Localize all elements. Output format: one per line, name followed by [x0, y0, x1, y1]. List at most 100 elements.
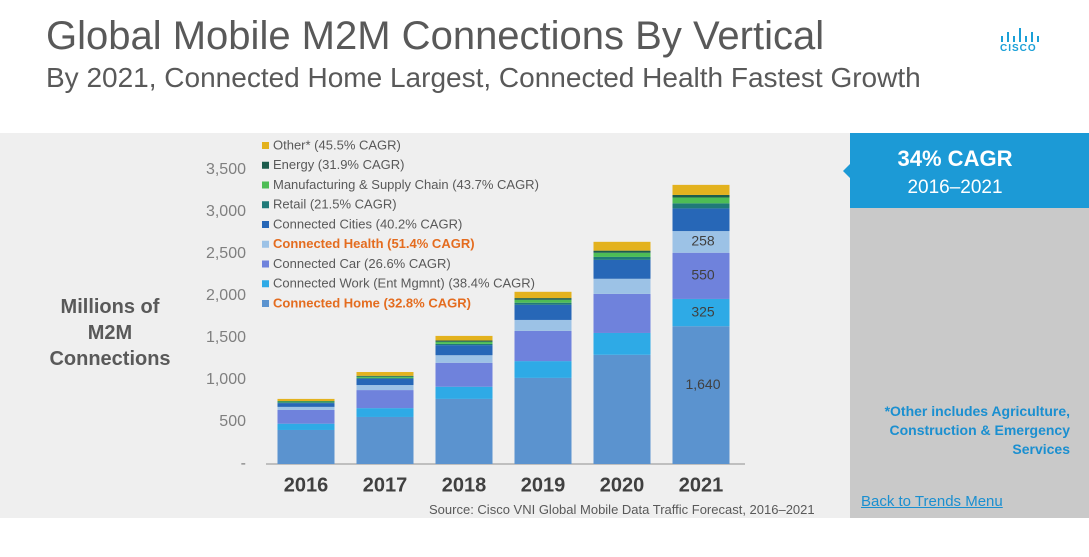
bar-segment: [356, 377, 414, 379]
y-axis-title: Millions of M2M Connections: [49, 296, 171, 370]
bar-segment: [672, 208, 730, 232]
bar-segment: [514, 330, 572, 362]
x-tick-label: 2018: [442, 474, 487, 496]
value-label: 325: [691, 303, 715, 319]
bar-segment: [672, 231, 730, 253]
cagr-headline: 34% CAGR: [897, 146, 1013, 171]
legend-label: Connected Car (26.6% CAGR): [273, 256, 451, 271]
back-link[interactable]: Back to Trends Menu: [861, 493, 1003, 510]
bar-segment: [435, 340, 493, 342]
bar-segment: [593, 293, 651, 333]
bar-segment: [672, 326, 730, 464]
bar-segment: [672, 194, 730, 198]
bar-segment: [593, 241, 651, 251]
bar-segment: [277, 403, 335, 407]
logo-text: CISCO: [1000, 43, 1037, 54]
y-tick-label: 3,000: [206, 203, 246, 220]
legend-swatch: [262, 181, 269, 189]
bar-segment: [514, 291, 572, 299]
bar-segment: [514, 377, 572, 464]
y-tick-label: 1,500: [206, 329, 246, 346]
bar-segment: [514, 361, 572, 378]
legend-swatch: [262, 240, 269, 248]
bar-segment: [672, 298, 730, 327]
side-panel: [850, 208, 1089, 518]
bar-segment: [672, 203, 730, 209]
legend-label: Connected Health (51.4% CAGR): [273, 236, 475, 251]
x-tick-label: 2020: [600, 474, 645, 496]
bar-segment: [514, 299, 572, 303]
legend-swatch: [262, 280, 269, 288]
x-tick-label: 2021: [679, 474, 724, 496]
x-tick-label: 2019: [521, 474, 566, 496]
cagr-period: 2016–2021: [907, 177, 1003, 198]
bar-segment: [356, 408, 414, 417]
x-tick-label: 2017: [363, 474, 408, 496]
bar-segment: [277, 406, 335, 410]
legend-swatch: [262, 221, 269, 228]
bar-segment: [514, 298, 572, 300]
legend-swatch: [262, 161, 269, 169]
bar-segment: [356, 385, 414, 391]
legend-swatch: [262, 300, 269, 307]
bar-segment: [435, 345, 493, 356]
y-tick-label: 2,500: [206, 245, 246, 262]
notch: [843, 163, 851, 179]
bar-segment: [277, 423, 335, 430]
bar-segment: [435, 341, 493, 344]
bar-segment: [435, 386, 493, 399]
bar-segment: [277, 398, 335, 401]
bar-segment: [277, 402, 335, 404]
bar-segment: [672, 252, 730, 299]
bar-segment: [593, 252, 651, 257]
bar-segment: [277, 409, 335, 424]
bar-segment: [672, 197, 730, 204]
bar-segment: [435, 362, 493, 387]
title: Global Mobile M2M Connections By Vertica…: [46, 14, 825, 58]
y-tick-label: -: [241, 455, 246, 472]
subtitle: By 2021, Connected Home Largest, Connect…: [46, 62, 921, 93]
bar-segment: [593, 278, 651, 294]
logo-icon: [1001, 28, 1039, 42]
bar-segment: [435, 355, 493, 363]
y-tick-label: 1,000: [206, 371, 246, 388]
bar-segment: [593, 259, 651, 279]
value-label: 258: [691, 233, 715, 249]
y-tick-label: 500: [219, 413, 246, 430]
bar-segment: [514, 319, 572, 331]
value-label: 550: [691, 267, 715, 283]
bar-segment: [514, 304, 572, 320]
legend-swatch: [262, 142, 269, 149]
bar-segment: [356, 416, 414, 464]
legend-label: Connected Cities (40.2% CAGR): [273, 216, 462, 231]
bar-segment: [356, 372, 414, 376]
bar-segment: [356, 378, 414, 386]
legend-swatch: [262, 260, 269, 268]
legend-label: Retail (21.5% CAGR): [273, 197, 397, 212]
legend-label: Energy (31.9% CAGR): [273, 157, 405, 172]
bar-segment: [593, 354, 651, 464]
bar-segment: [356, 390, 414, 409]
footnote: *Other includes Agriculture, Constructio…: [884, 403, 1070, 457]
legend-swatch: [262, 201, 269, 209]
bar-segment: [593, 332, 651, 355]
x-tick-label: 2016: [284, 474, 329, 496]
legend-label: Connected Home (32.8% CAGR): [273, 295, 471, 310]
legend-label: Other* (45.5% CAGR): [273, 137, 401, 152]
bar-segment: [593, 250, 651, 253]
y-tick-label: 3,500: [206, 161, 246, 178]
source: Source: Cisco VNI Global Mobile Data Tra…: [429, 502, 815, 517]
chart: - 500 1,000 1,500 2,000 2,500 3,000 3,500 2016 20…: [206, 137, 745, 496]
bar-segment: [277, 401, 335, 403]
bar-segment: [356, 375, 414, 377]
bar-segment: [356, 376, 414, 378]
bar-segment: [435, 335, 493, 341]
bar-segment: [277, 429, 335, 464]
bar-segment: [672, 184, 730, 195]
legend-label: Manufacturing & Supply Chain (43.7% CAGR…: [273, 177, 539, 192]
cagr-box: [850, 133, 1089, 208]
bar-segment: [514, 302, 572, 305]
legend-label: Connected Work (Ent Mgmnt) (38.4% CAGR): [273, 276, 535, 291]
bar-segment: [435, 398, 493, 464]
